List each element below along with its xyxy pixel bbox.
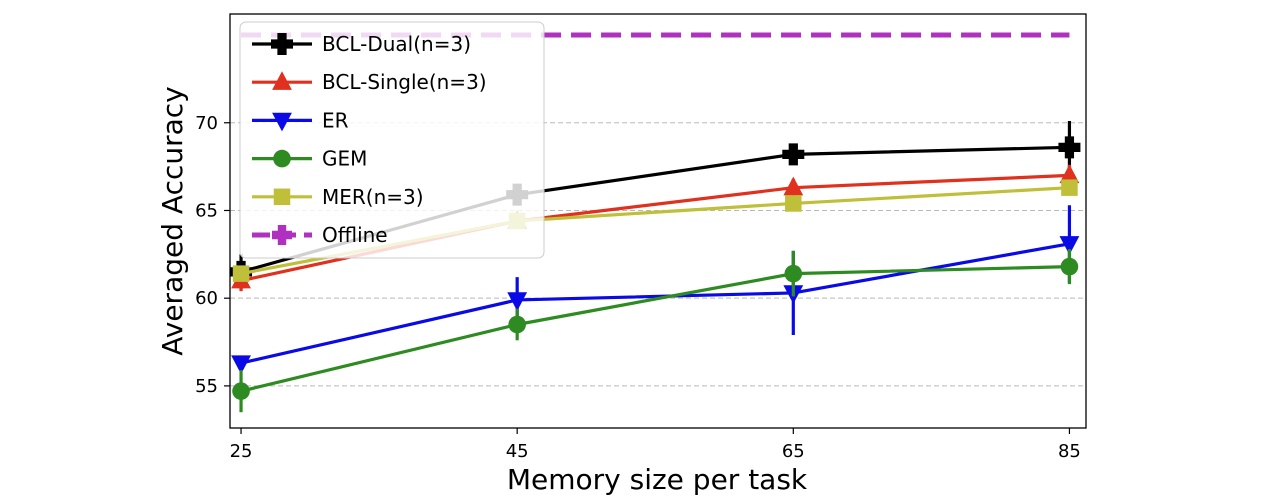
x-tick-label: 85 — [1058, 441, 1081, 462]
data-point — [232, 265, 250, 282]
legend-entry: ER — [252, 108, 349, 132]
y-tick-label: 65 — [195, 200, 218, 221]
data-point — [231, 355, 251, 375]
legend-swatch-marker — [273, 188, 291, 206]
data-point — [508, 315, 526, 334]
data-point — [1059, 236, 1080, 255]
legend-swatch-marker — [272, 112, 292, 132]
legend-box — [239, 21, 545, 259]
legend-entry: BCL-Dual(n=3) — [252, 32, 471, 56]
legend-entry: GEM — [252, 147, 367, 171]
data-point — [783, 176, 804, 196]
legend-label: MER(n=3) — [322, 185, 424, 209]
plot-frame — [229, 13, 1087, 429]
legend-label: BCL-Dual(n=3) — [322, 32, 471, 56]
legend: BCL-Dual(n=3) BCL-Single(n=3) ER GEM MER(n=3… — [239, 21, 545, 259]
x-tick-label: 65 — [782, 441, 805, 462]
data-point — [784, 264, 803, 283]
data-point — [1061, 179, 1078, 196]
x-tick-label: 45 — [506, 441, 529, 462]
legend-entry: MER(n=3) — [252, 185, 424, 209]
data-point — [785, 195, 802, 212]
data-point — [1058, 136, 1081, 159]
y-tick-label: 55 — [195, 376, 218, 397]
x-tick-label: 25 — [230, 441, 253, 462]
x-axis-label: Memory size per task — [507, 463, 808, 496]
data-point — [1059, 164, 1080, 184]
y-tick-label: 70 — [195, 113, 218, 134]
legend-swatch-marker — [273, 149, 291, 168]
y-tick-label: 60 — [195, 288, 218, 309]
legend-entry: BCL-Single(n=3) — [252, 70, 487, 94]
series-line — [240, 242, 1070, 365]
data-point — [507, 292, 528, 311]
axis-ticks: 55 60 65 70 25 45 65 85 — [195, 113, 1081, 462]
data-point — [232, 382, 250, 400]
legend-label: BCL-Single(n=3) — [322, 70, 487, 94]
legend-swatch-marker — [272, 71, 292, 90]
data-point — [782, 143, 805, 166]
data-point — [1060, 257, 1079, 276]
legend-label: ER — [322, 108, 349, 132]
series-gem — [232, 249, 1079, 413]
legend-label: Offline — [322, 223, 388, 247]
legend-swatch-marker — [272, 225, 292, 245]
y-axis-label: Averaged Accuracy — [156, 86, 189, 356]
legend-swatch-marker — [271, 33, 293, 56]
legend-label: GEM — [322, 147, 367, 171]
legend-entry: Offline — [252, 223, 388, 247]
series-line — [240, 265, 1070, 393]
